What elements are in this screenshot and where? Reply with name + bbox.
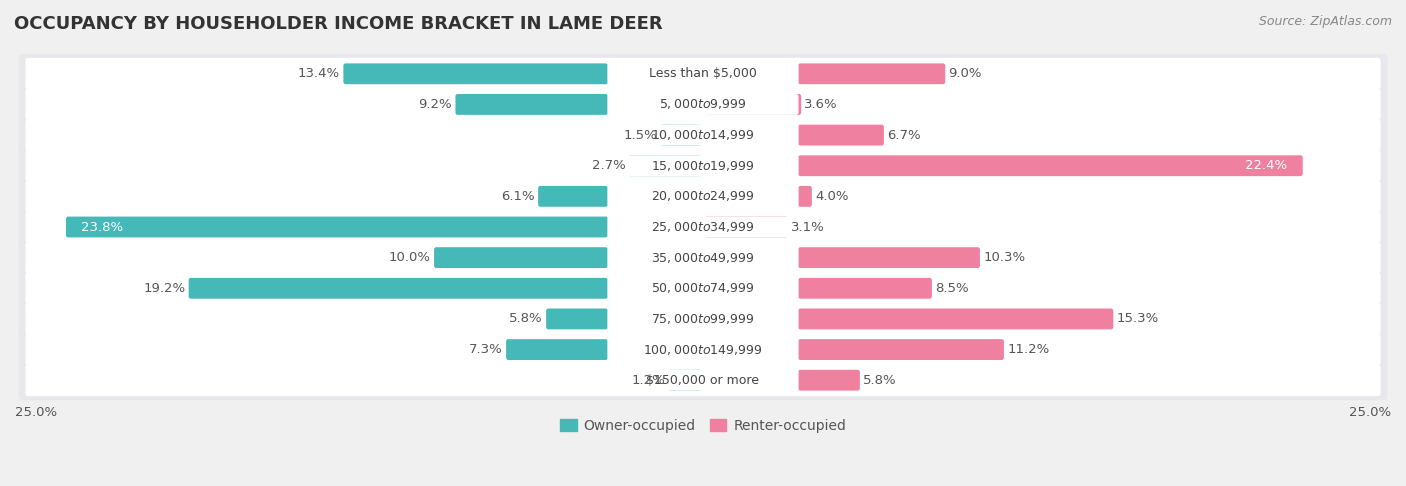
Text: 6.1%: 6.1% bbox=[502, 190, 534, 203]
Text: 22.4%: 22.4% bbox=[1246, 159, 1288, 172]
FancyBboxPatch shape bbox=[607, 63, 799, 84]
Legend: Owner-occupied, Renter-occupied: Owner-occupied, Renter-occupied bbox=[554, 413, 852, 438]
FancyBboxPatch shape bbox=[25, 119, 1381, 151]
Text: 3.6%: 3.6% bbox=[804, 98, 838, 111]
Text: Less than $5,000: Less than $5,000 bbox=[650, 67, 756, 80]
FancyBboxPatch shape bbox=[18, 85, 1388, 124]
Text: 15.3%: 15.3% bbox=[1116, 312, 1159, 326]
Text: 2.7%: 2.7% bbox=[592, 159, 626, 172]
FancyBboxPatch shape bbox=[546, 309, 607, 330]
Text: OCCUPANCY BY HOUSEHOLDER INCOME BRACKET IN LAME DEER: OCCUPANCY BY HOUSEHOLDER INCOME BRACKET … bbox=[14, 15, 662, 33]
FancyBboxPatch shape bbox=[18, 176, 1388, 216]
Text: 13.4%: 13.4% bbox=[298, 67, 340, 80]
FancyBboxPatch shape bbox=[25, 334, 1381, 365]
Text: $10,000 to $14,999: $10,000 to $14,999 bbox=[651, 128, 755, 142]
Text: $50,000 to $74,999: $50,000 to $74,999 bbox=[651, 281, 755, 295]
FancyBboxPatch shape bbox=[607, 370, 799, 391]
Text: 1.5%: 1.5% bbox=[624, 129, 658, 141]
Text: Source: ZipAtlas.com: Source: ZipAtlas.com bbox=[1258, 15, 1392, 28]
FancyBboxPatch shape bbox=[25, 242, 1381, 274]
Text: $100,000 to $149,999: $100,000 to $149,999 bbox=[644, 343, 762, 357]
FancyBboxPatch shape bbox=[607, 247, 799, 268]
FancyBboxPatch shape bbox=[66, 217, 607, 238]
FancyBboxPatch shape bbox=[18, 360, 1388, 400]
FancyBboxPatch shape bbox=[704, 217, 787, 238]
Text: $150,000 or more: $150,000 or more bbox=[647, 374, 759, 387]
FancyBboxPatch shape bbox=[506, 339, 607, 360]
FancyBboxPatch shape bbox=[25, 272, 1381, 304]
FancyBboxPatch shape bbox=[799, 186, 811, 207]
FancyBboxPatch shape bbox=[607, 339, 799, 360]
FancyBboxPatch shape bbox=[18, 54, 1388, 94]
FancyBboxPatch shape bbox=[25, 364, 1381, 396]
FancyBboxPatch shape bbox=[434, 247, 607, 268]
FancyBboxPatch shape bbox=[456, 94, 607, 115]
Text: 5.8%: 5.8% bbox=[863, 374, 897, 387]
Text: 10.0%: 10.0% bbox=[389, 251, 430, 264]
Text: 8.5%: 8.5% bbox=[935, 282, 969, 295]
Text: 9.2%: 9.2% bbox=[419, 98, 453, 111]
FancyBboxPatch shape bbox=[25, 303, 1381, 335]
FancyBboxPatch shape bbox=[538, 186, 607, 207]
FancyBboxPatch shape bbox=[799, 63, 945, 84]
FancyBboxPatch shape bbox=[799, 339, 1004, 360]
FancyBboxPatch shape bbox=[607, 125, 799, 145]
FancyBboxPatch shape bbox=[661, 125, 702, 145]
FancyBboxPatch shape bbox=[18, 238, 1388, 278]
Text: 3.1%: 3.1% bbox=[792, 221, 825, 233]
FancyBboxPatch shape bbox=[25, 211, 1381, 243]
FancyBboxPatch shape bbox=[607, 278, 799, 299]
FancyBboxPatch shape bbox=[18, 299, 1388, 339]
FancyBboxPatch shape bbox=[25, 180, 1381, 212]
Text: $5,000 to $9,999: $5,000 to $9,999 bbox=[659, 97, 747, 111]
FancyBboxPatch shape bbox=[799, 247, 980, 268]
Text: $20,000 to $24,999: $20,000 to $24,999 bbox=[651, 190, 755, 203]
FancyBboxPatch shape bbox=[188, 278, 607, 299]
Text: $15,000 to $19,999: $15,000 to $19,999 bbox=[651, 159, 755, 173]
FancyBboxPatch shape bbox=[607, 309, 799, 330]
Text: 7.3%: 7.3% bbox=[470, 343, 503, 356]
FancyBboxPatch shape bbox=[607, 186, 799, 207]
FancyBboxPatch shape bbox=[607, 94, 799, 115]
FancyBboxPatch shape bbox=[25, 88, 1381, 121]
FancyBboxPatch shape bbox=[18, 115, 1388, 155]
Text: $25,000 to $34,999: $25,000 to $34,999 bbox=[651, 220, 755, 234]
Text: $35,000 to $49,999: $35,000 to $49,999 bbox=[651, 251, 755, 265]
FancyBboxPatch shape bbox=[799, 278, 932, 299]
FancyBboxPatch shape bbox=[343, 63, 607, 84]
FancyBboxPatch shape bbox=[607, 217, 799, 238]
FancyBboxPatch shape bbox=[18, 330, 1388, 369]
Text: 1.2%: 1.2% bbox=[631, 374, 665, 387]
FancyBboxPatch shape bbox=[18, 268, 1388, 308]
Text: 23.8%: 23.8% bbox=[82, 221, 124, 233]
Text: 19.2%: 19.2% bbox=[143, 282, 186, 295]
Text: 10.3%: 10.3% bbox=[983, 251, 1025, 264]
FancyBboxPatch shape bbox=[25, 58, 1381, 90]
FancyBboxPatch shape bbox=[607, 156, 799, 176]
FancyBboxPatch shape bbox=[669, 370, 702, 391]
FancyBboxPatch shape bbox=[799, 125, 884, 145]
FancyBboxPatch shape bbox=[799, 156, 1303, 176]
FancyBboxPatch shape bbox=[25, 150, 1381, 182]
Text: 5.8%: 5.8% bbox=[509, 312, 543, 326]
Text: 6.7%: 6.7% bbox=[887, 129, 921, 141]
FancyBboxPatch shape bbox=[799, 309, 1114, 330]
FancyBboxPatch shape bbox=[628, 156, 702, 176]
FancyBboxPatch shape bbox=[704, 94, 801, 115]
Text: 4.0%: 4.0% bbox=[815, 190, 849, 203]
FancyBboxPatch shape bbox=[18, 207, 1388, 247]
FancyBboxPatch shape bbox=[799, 370, 860, 391]
Text: 11.2%: 11.2% bbox=[1007, 343, 1049, 356]
FancyBboxPatch shape bbox=[18, 146, 1388, 186]
Text: $75,000 to $99,999: $75,000 to $99,999 bbox=[651, 312, 755, 326]
Text: 9.0%: 9.0% bbox=[949, 67, 981, 80]
